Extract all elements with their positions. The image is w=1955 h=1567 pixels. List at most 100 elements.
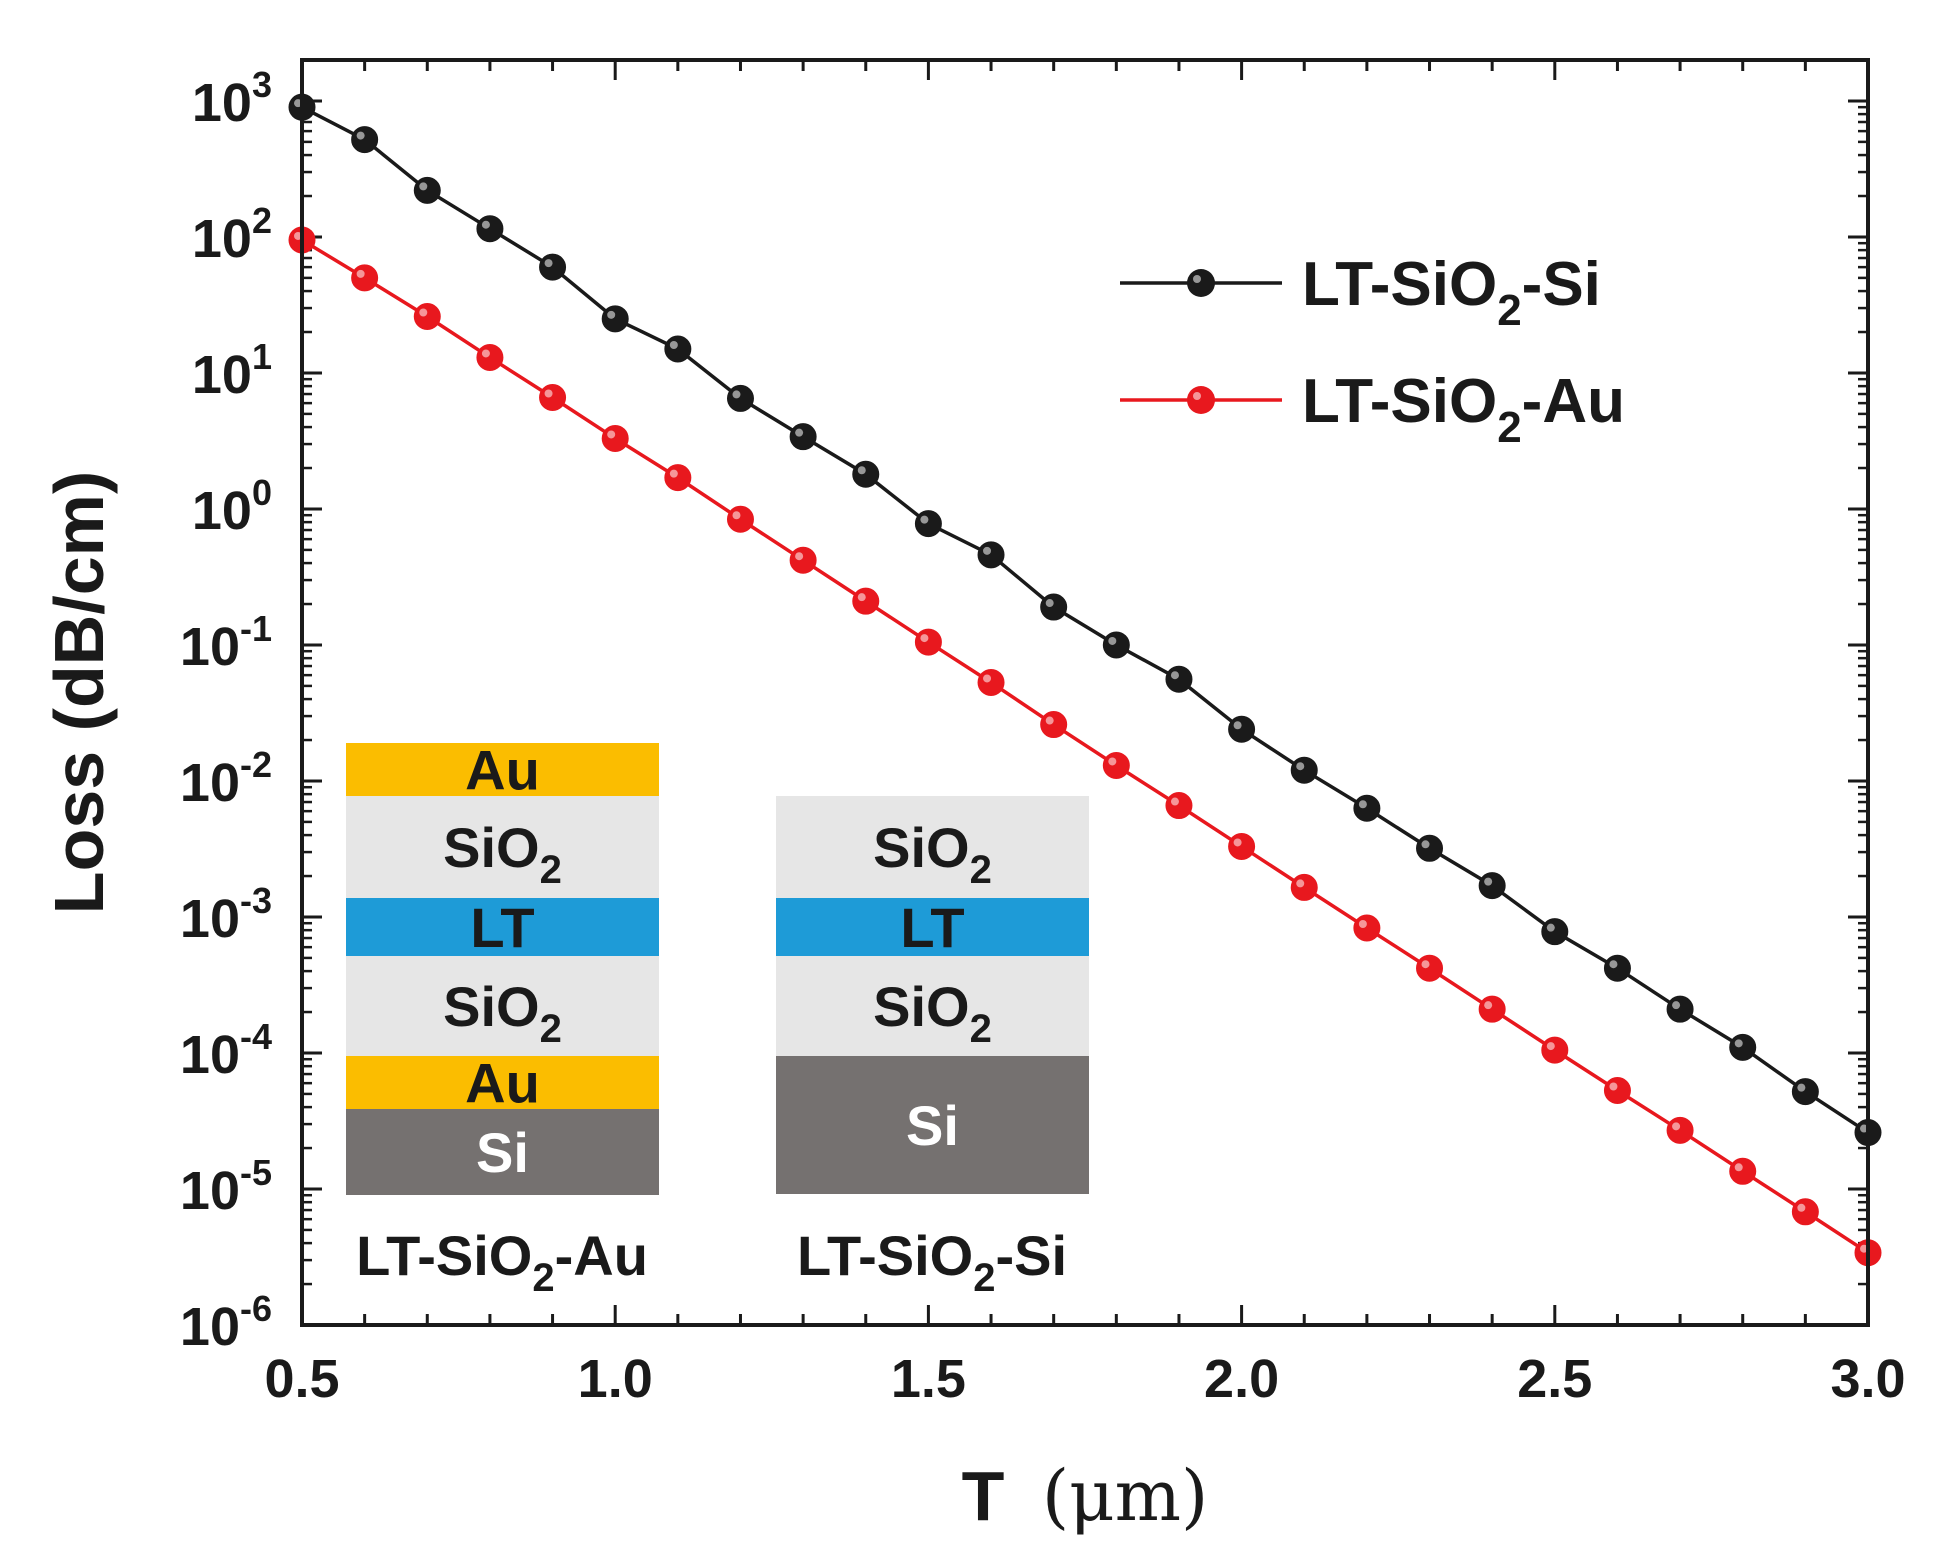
stack-au-layer <box>346 1109 659 1195</box>
stack-si-layer-label-sub: 2 <box>970 1007 992 1051</box>
series-1-point <box>601 424 629 452</box>
series-1-point <box>1353 914 1381 942</box>
x-tick-label: 0.5 <box>264 1349 339 1409</box>
series-1-point-highlight <box>857 593 866 602</box>
stack-au-layer-label-text: Au <box>465 739 540 802</box>
series-1-point-highlight <box>481 349 490 358</box>
series-0-point <box>852 460 880 488</box>
series-0-point-highlight <box>1421 840 1430 849</box>
series-0-point <box>1478 872 1506 900</box>
series-0-point-highlight <box>544 259 553 268</box>
stack-au-caption-base: LT-SiO <box>356 1224 532 1287</box>
series-1-point <box>1603 1076 1631 1104</box>
y-tick-base: 10 <box>180 1161 240 1221</box>
series-0-point-highlight <box>1233 721 1242 730</box>
y-tick-exponent: -1 <box>240 608 272 649</box>
series-1-point <box>1541 1036 1569 1064</box>
series-0-point-highlight <box>1358 800 1367 809</box>
y-tick-exponent: -3 <box>240 880 272 921</box>
series-1-point <box>1290 873 1318 901</box>
stack-si-caption-tail: -Si <box>995 1224 1067 1287</box>
series-0-point-highlight <box>1108 636 1117 645</box>
y-tick-exponent: -6 <box>240 1288 272 1329</box>
stack-au-layer-label-sub: 2 <box>540 848 562 892</box>
stack-au-layer-label-text: SiO <box>443 975 539 1038</box>
legend-label-1: LT-SiO2-Au <box>1302 367 1625 452</box>
stack-au-layer-label-sub: 2 <box>540 1007 562 1051</box>
y-axis-label: Loss (dB/cm) <box>40 471 118 914</box>
series-0-point-highlight <box>1045 599 1054 608</box>
y-tick-label: 10-1 <box>180 608 272 677</box>
stack-si-layer-label: SiO2 <box>873 816 992 892</box>
stack-si-layer-label: Si <box>906 1094 959 1157</box>
series-1-point <box>539 383 567 411</box>
series-1-point-highlight <box>1296 879 1305 888</box>
series-0-point-highlight <box>795 428 804 437</box>
y-tick-base: 10 <box>192 345 252 405</box>
y-tick-label: 10-6 <box>180 1288 272 1357</box>
stack-si-layer-label-text: LT <box>900 896 964 959</box>
series-1-point <box>476 343 504 371</box>
legend-marker-1 <box>1187 386 1215 414</box>
series-1-point <box>1729 1157 1757 1185</box>
stack-au-layer <box>346 956 659 1056</box>
series-0-point-highlight <box>983 546 992 555</box>
series-1-point-highlight <box>1672 1122 1681 1131</box>
y-tick-label: 10-4 <box>180 1016 272 1085</box>
series-1-point <box>914 628 942 656</box>
legend-marker-highlight-1 <box>1193 392 1201 400</box>
series-0-point-highlight <box>1734 1039 1743 1048</box>
stack-au-caption: LT-SiO2-Au <box>356 1224 648 1300</box>
series-0-point-highlight <box>1546 923 1555 932</box>
series-0-point-highlight <box>920 515 929 524</box>
series-0-point-highlight <box>1170 671 1179 680</box>
series-1-point <box>1040 711 1068 739</box>
series-1-point-highlight <box>983 674 992 683</box>
series-0-point-highlight <box>1484 877 1493 886</box>
series-1-point-highlight <box>607 430 616 439</box>
series-1-point-highlight <box>1609 1082 1618 1091</box>
x-axis-label: T (μm) <box>962 1455 1209 1537</box>
stack-au-layer-label: SiO2 <box>443 816 562 892</box>
series-0-point <box>977 541 1005 569</box>
y-tick-label: 103 <box>192 64 272 133</box>
y-tick-exponent: -5 <box>240 1152 272 1193</box>
x-tick-label: 2.0 <box>1204 1349 1279 1409</box>
series-1-point <box>977 668 1005 696</box>
series-1-point <box>1666 1116 1694 1144</box>
series-0-point-highlight <box>356 131 365 140</box>
y-tick-base: 10 <box>180 1297 240 1357</box>
layer-stack-inset: AuSiO2LTSiO2AuSiLT-SiO2-AuSiO2LTSiO2SiLT… <box>346 739 1089 1300</box>
series-0-point <box>1102 631 1130 659</box>
x-axis-label-unit: (μm) <box>1042 1455 1209 1537</box>
stack-au-layer <box>346 1056 659 1109</box>
series-1-point-highlight <box>544 389 553 398</box>
series-0-point-highlight <box>1672 1001 1681 1010</box>
stack-au-caption-sub: 2 <box>532 1256 554 1300</box>
series-0-point <box>726 384 754 412</box>
y-tick-base: 10 <box>180 753 240 813</box>
series-1-point <box>351 264 379 292</box>
series-0-point-highlight <box>1609 960 1618 969</box>
stack-si-layer <box>776 1056 1089 1194</box>
series-1-point <box>1228 832 1256 860</box>
stack-au-layer-label: SiO2 <box>443 975 562 1051</box>
y-tick-exponent: 1 <box>252 336 272 377</box>
series-0-point-highlight <box>1296 762 1305 771</box>
stack-au-layer-label: Au <box>465 739 540 802</box>
y-tick-label: 101 <box>192 336 272 405</box>
y-tick-label: 102 <box>192 200 272 269</box>
series-1-point <box>726 505 754 533</box>
series-0-point <box>601 305 629 333</box>
series-0-point-highlight <box>419 182 428 191</box>
series-1-point-highlight <box>1734 1163 1743 1172</box>
series-1-point-highlight <box>732 511 741 520</box>
y-tick-exponent: 0 <box>252 472 272 513</box>
x-tick-label: 1.0 <box>578 1349 653 1409</box>
y-tick-exponent: 3 <box>252 64 272 105</box>
plot-frame <box>300 58 1870 1327</box>
stack-au-layer-label-text: SiO <box>443 816 539 879</box>
legend-marker-highlight-0 <box>1193 275 1201 283</box>
series-0-point <box>1165 665 1193 693</box>
stack-au-layer-label: Au <box>465 1052 540 1115</box>
